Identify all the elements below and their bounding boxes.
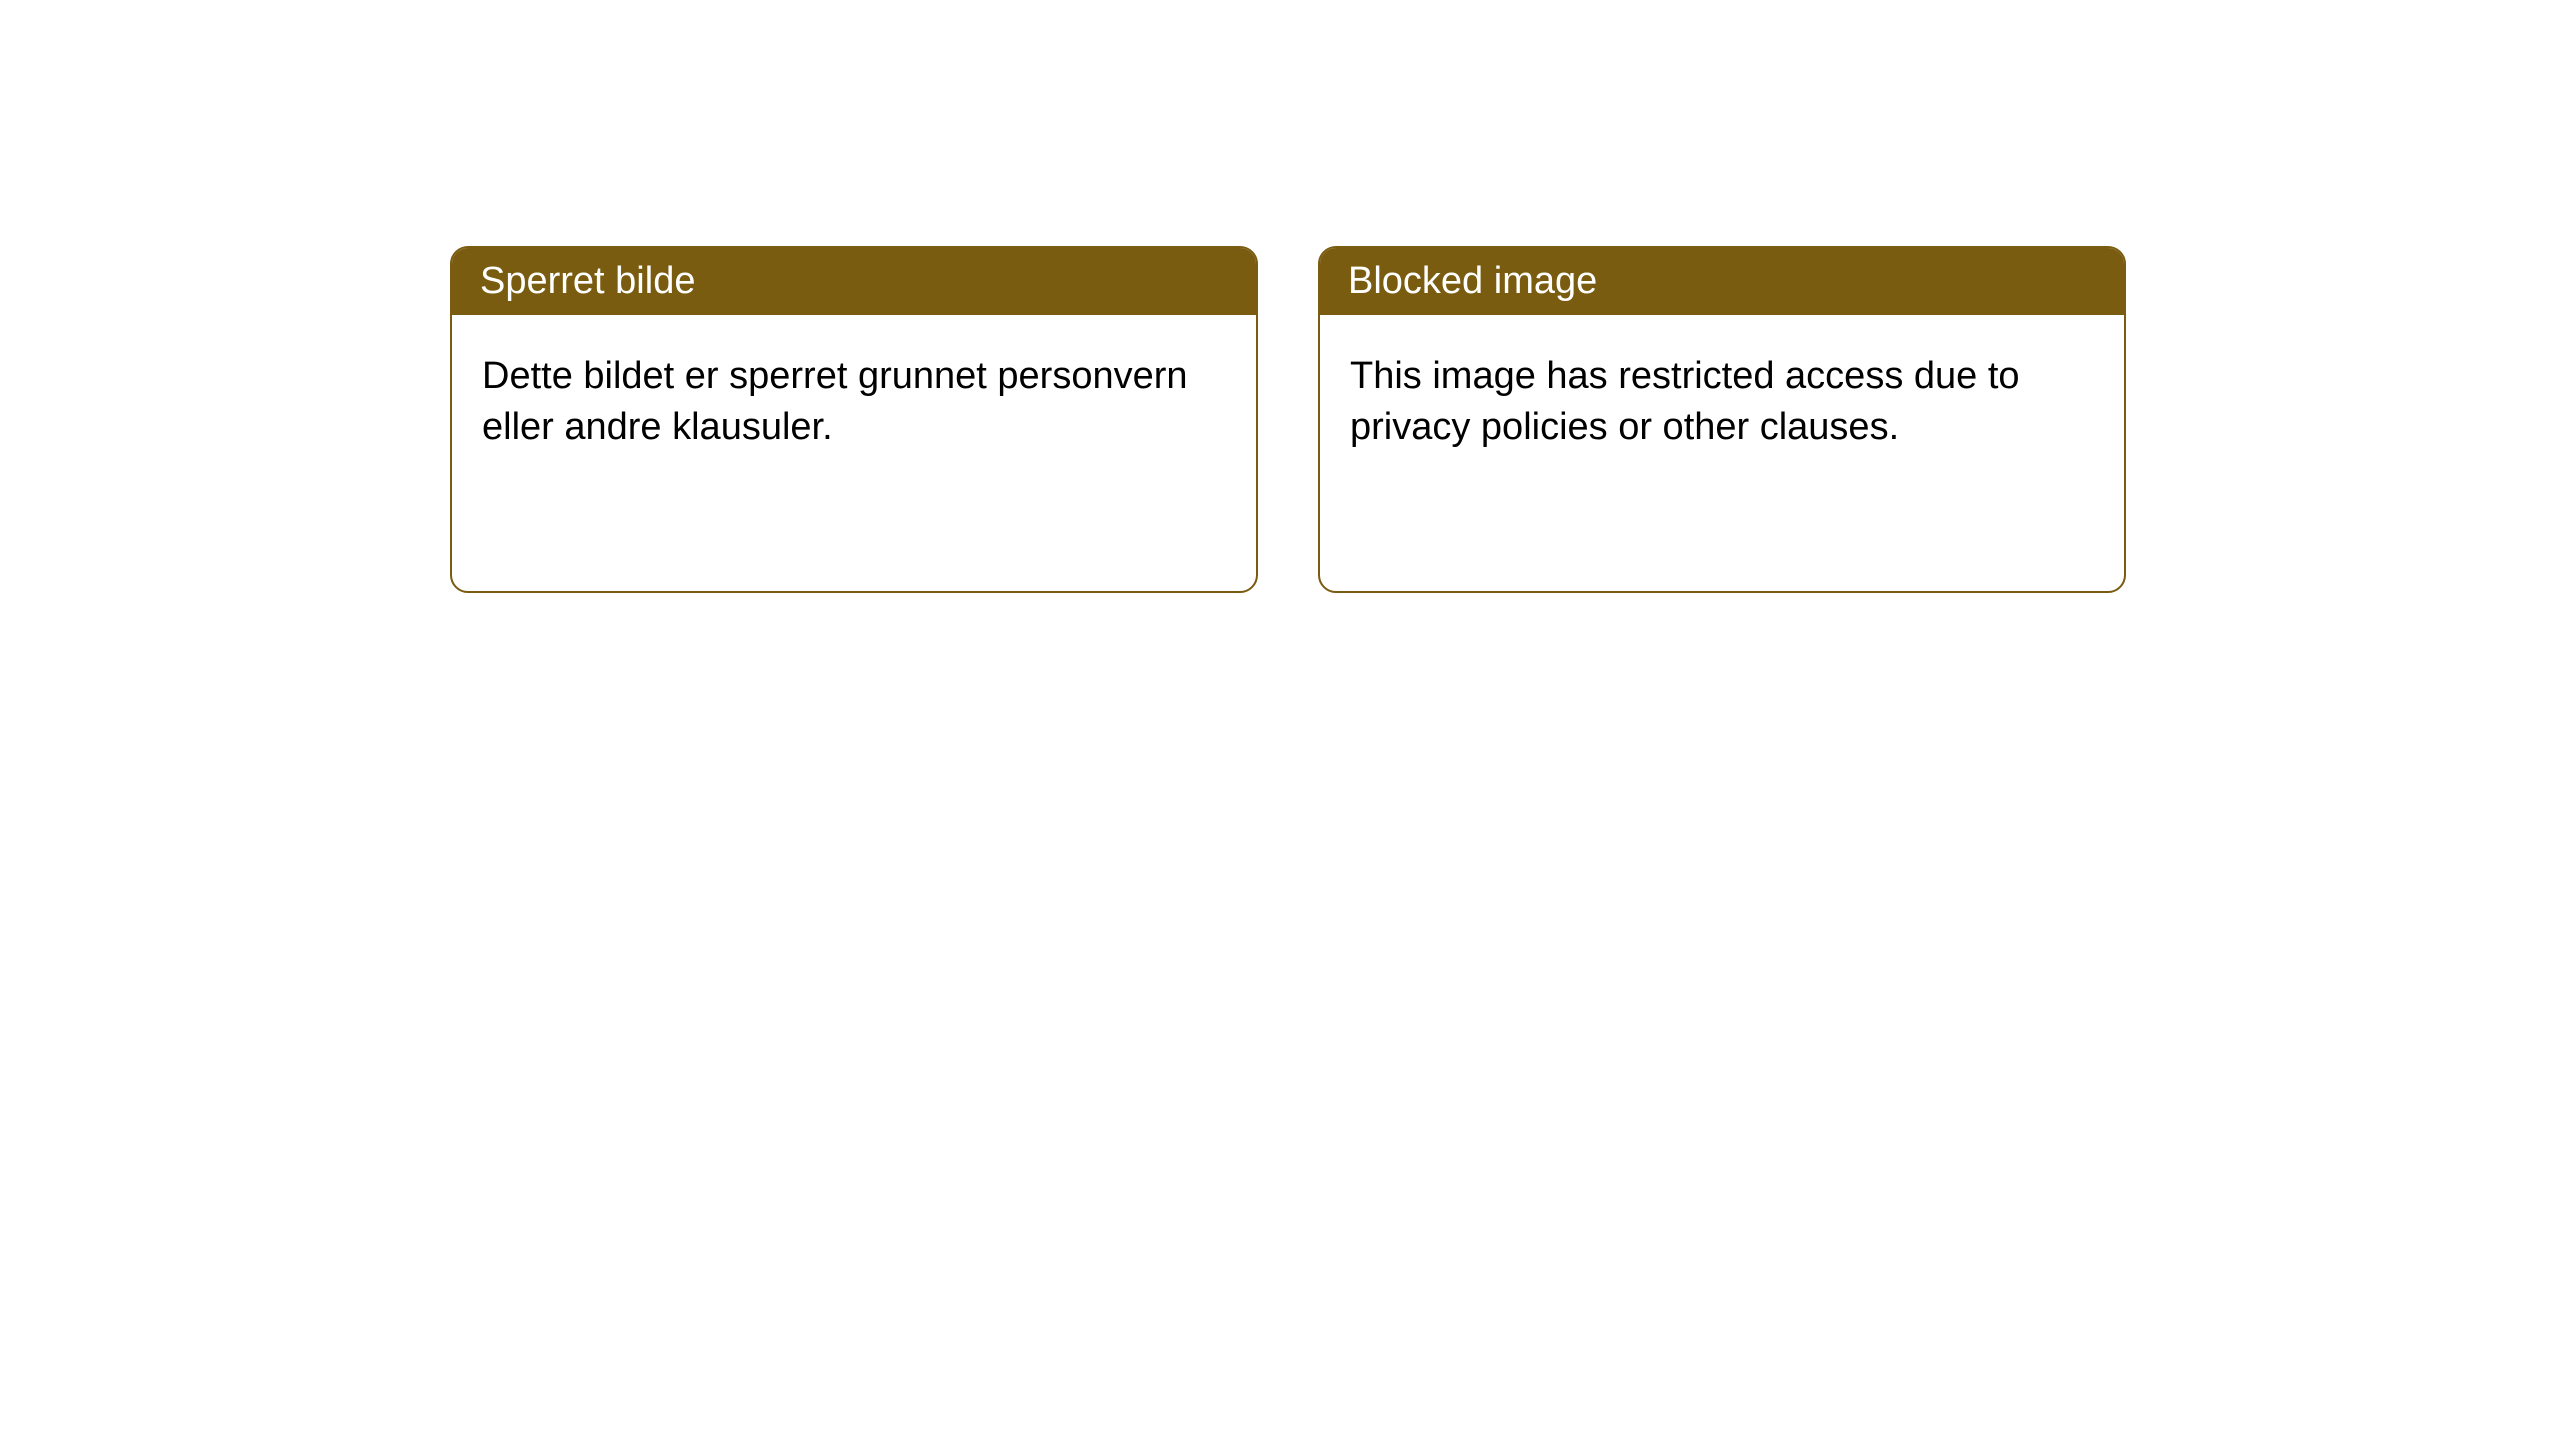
card-header: Blocked image	[1320, 248, 2124, 315]
card-body-text: This image has restricted access due to …	[1350, 355, 2020, 448]
notice-container: Sperret bilde Dette bildet er sperret gr…	[0, 0, 2560, 593]
card-body: Dette bildet er sperret grunnet personve…	[452, 315, 1256, 591]
card-header: Sperret bilde	[452, 248, 1256, 315]
card-body: This image has restricted access due to …	[1320, 315, 2124, 591]
notice-card-english: Blocked image This image has restricted …	[1318, 246, 2126, 593]
notice-card-norwegian: Sperret bilde Dette bildet er sperret gr…	[450, 246, 1258, 593]
card-body-text: Dette bildet er sperret grunnet personve…	[482, 355, 1188, 448]
card-title: Blocked image	[1348, 260, 1597, 302]
card-title: Sperret bilde	[480, 260, 695, 302]
